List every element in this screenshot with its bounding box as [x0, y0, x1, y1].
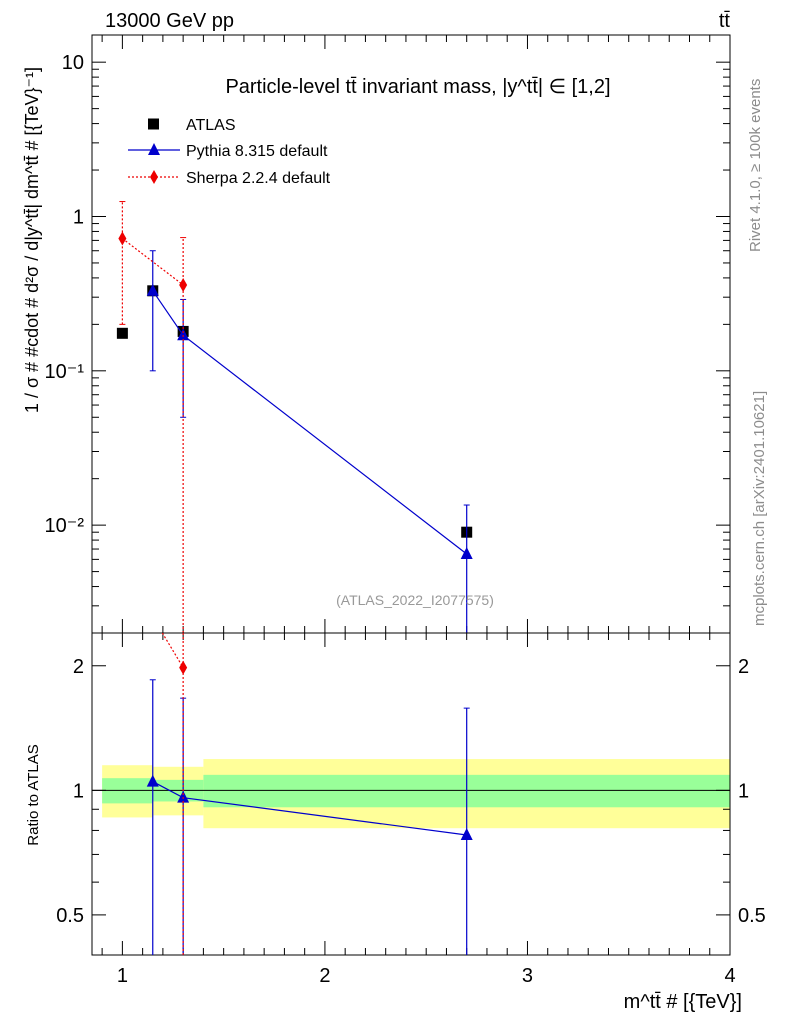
ratio-y-tick-label-right: 0.5	[738, 905, 766, 927]
rivet-version-label: Rivet 4.1.0, ≥ 100k events	[747, 79, 764, 252]
legend-label: ATLAS	[186, 117, 236, 134]
ratio-x-tick-label: 3	[522, 965, 533, 987]
main-plot-panel: 10 1 10⁻¹ 10⁻² Particle-level tt̄ invariant…	[22, 34, 731, 634]
legend-label: Sherpa 2.2.4 default	[186, 170, 331, 187]
ratio-plot-panel: 0.5 0.5 1 1 2 2 1 2 3 4 Ratio to ATLAS m^tt̄ # [{…	[25, 632, 766, 1013]
sherpa-data-point	[179, 277, 188, 292]
ratio-y-tick-label-right: 1	[738, 780, 749, 802]
legend-entry: Pythia 8.315 default	[128, 143, 328, 160]
legend-label: Pythia 8.315 default	[186, 143, 328, 160]
energy-label: 13000 GeV pp	[105, 10, 234, 32]
legend-pythia-marker	[148, 143, 160, 155]
ratio-x-tick-label: 2	[319, 965, 330, 987]
ratio-pythia-point	[146, 774, 159, 787]
ratio-pythia-point	[460, 827, 473, 840]
ratio-sherpa-point	[179, 660, 188, 675]
main-axis-ticks: 10 1 10⁻¹ 10⁻²	[45, 35, 731, 634]
main-data-marks	[116, 201, 473, 633]
ratio-y-tick-label: 1	[73, 780, 84, 802]
pythia-data-point	[177, 328, 190, 341]
atlas-data-point	[116, 327, 128, 339]
ratio-y-tick-label: 0.5	[56, 905, 84, 927]
legend-entry: Sherpa 2.2.4 default	[128, 170, 331, 187]
legend: ATLAS Pythia 8.315 default Sherpa 2.2.4 de…	[128, 117, 331, 187]
ratio-uncertainty-bands	[92, 759, 730, 829]
main-y-axis-label: 1 / σ # #cdot # d²σ / d|y^tt̄| dm^tt̄ # …	[22, 67, 42, 413]
ratio-sherpa-line	[161, 632, 184, 668]
ratio-y-tick-label-right: 2	[738, 656, 749, 678]
main-y-tick-label: 1	[73, 206, 84, 228]
ratio-plot-frame	[91, 632, 731, 956]
legend-sherpa-marker	[150, 170, 158, 184]
ratio-y-axis-label: Ratio to ATLAS	[25, 744, 42, 845]
x-axis-label: m^tt̄ # [{TeV}]	[624, 991, 742, 1013]
pythia-data-point	[460, 547, 473, 560]
plot-title: Particle-level tt̄ invariant mass, |y^tt…	[225, 76, 610, 98]
main-y-tick-label: 10⁻²	[45, 515, 85, 537]
ratio-data-marks	[146, 632, 473, 955]
ratio-y-tick-label: 2	[73, 656, 84, 678]
main-y-tick-label: 10	[62, 52, 84, 74]
legend-atlas-marker	[148, 118, 159, 130]
process-label: tt̄	[719, 10, 731, 32]
ratio-x-tick-label: 1	[117, 965, 128, 987]
source-label: mcplots.cern.ch [arXiv:2401.10621]	[751, 391, 768, 626]
ratio-x-tick-label: 4	[724, 965, 735, 987]
legend-entry: ATLAS	[148, 117, 236, 134]
analysis-watermark: (ATLAS_2022_I2077575)	[336, 592, 494, 608]
main-y-tick-label: 10⁻¹	[45, 361, 85, 383]
sherpa-line	[122, 238, 184, 286]
pythia-line	[152, 290, 468, 555]
sherpa-data-point	[118, 231, 127, 246]
ratio-pythia-point	[177, 790, 190, 803]
ratio-axis-ticks: 0.5 0.5 1 1 2 2 1 2 3 4	[56, 633, 766, 987]
pythia-data-point	[146, 283, 159, 296]
